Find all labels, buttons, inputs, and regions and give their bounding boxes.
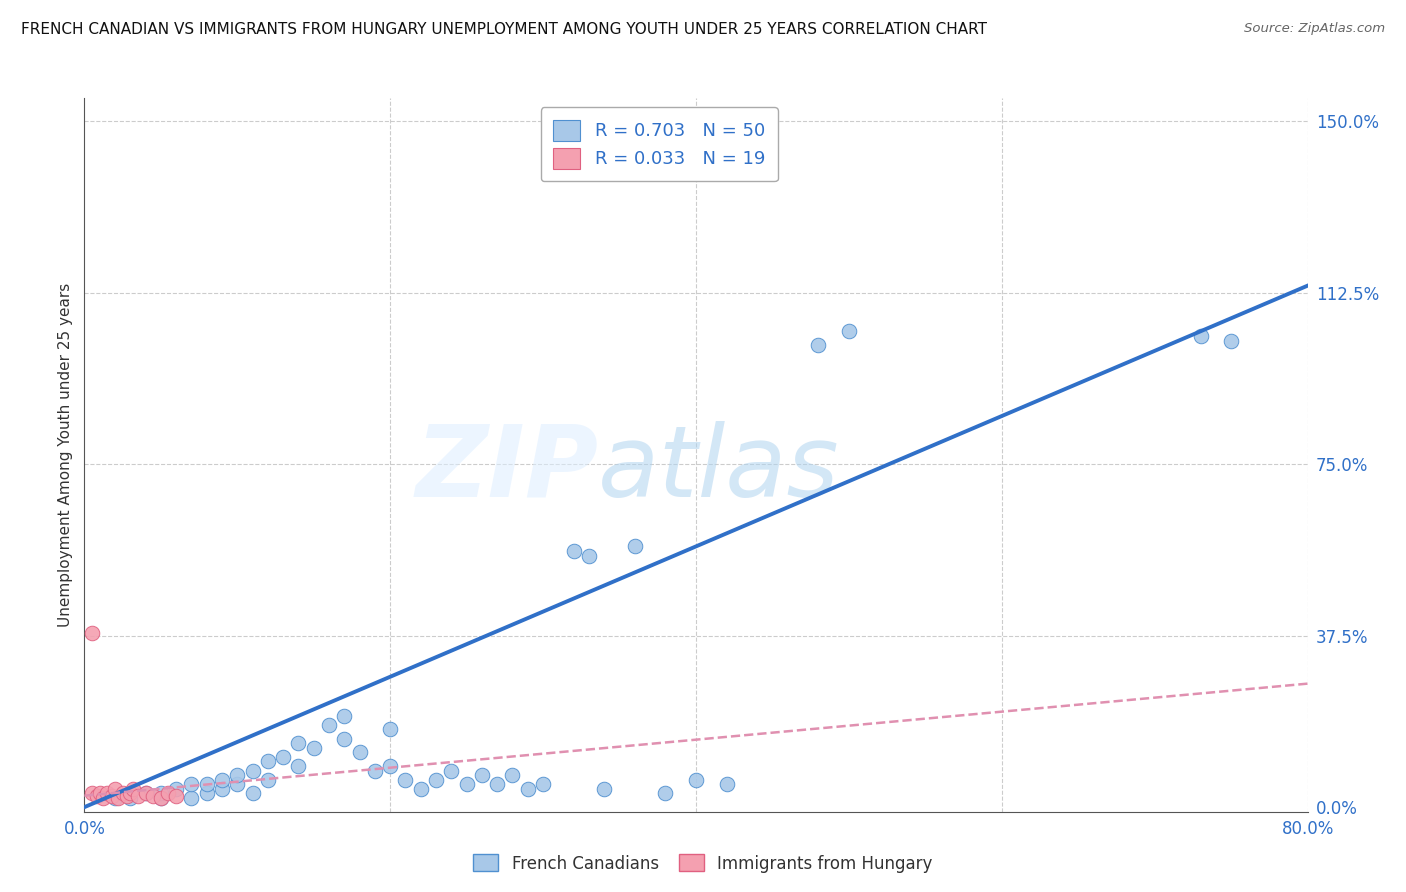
Point	[120, 791, 142, 805]
Point	[120, 786, 142, 800]
Point	[257, 772, 280, 787]
Point	[1220, 334, 1243, 348]
Point	[287, 736, 309, 750]
Point	[104, 781, 127, 796]
Point	[89, 786, 111, 800]
Point	[380, 723, 402, 737]
Point	[211, 772, 233, 787]
Point	[486, 777, 509, 791]
Point	[242, 764, 264, 778]
Point	[471, 768, 494, 782]
Point	[271, 749, 294, 764]
Point	[165, 781, 187, 796]
Point	[333, 708, 356, 723]
Point	[226, 768, 249, 782]
Text: FRENCH CANADIAN VS IMMIGRANTS FROM HUNGARY UNEMPLOYMENT AMONG YOUTH UNDER 25 YEA: FRENCH CANADIAN VS IMMIGRANTS FROM HUNGA…	[21, 22, 987, 37]
Text: atlas: atlas	[598, 421, 839, 517]
Point	[80, 626, 103, 640]
Point	[149, 791, 172, 805]
Point	[180, 777, 202, 791]
Point	[195, 777, 218, 791]
Point	[180, 791, 202, 805]
Point	[242, 786, 264, 800]
Point	[562, 544, 585, 558]
Point	[127, 789, 149, 803]
Point	[135, 786, 157, 800]
Point	[157, 786, 180, 800]
Point	[115, 789, 138, 803]
Point	[142, 789, 165, 803]
Point	[107, 791, 129, 805]
Point	[394, 772, 416, 787]
Point	[716, 777, 738, 791]
Point	[502, 768, 524, 782]
Point	[165, 789, 187, 803]
Point	[149, 791, 172, 805]
Point	[257, 755, 280, 769]
Point	[409, 781, 432, 796]
Point	[122, 781, 145, 796]
Point	[149, 786, 172, 800]
Point	[104, 791, 127, 805]
Point	[96, 786, 118, 800]
Point	[101, 789, 124, 803]
Point	[302, 740, 325, 755]
Point	[86, 789, 108, 803]
Point	[318, 718, 340, 732]
Point	[211, 781, 233, 796]
Text: Source: ZipAtlas.com: Source: ZipAtlas.com	[1244, 22, 1385, 36]
Point	[349, 745, 371, 759]
Point	[425, 772, 447, 787]
Y-axis label: Unemployment Among Youth under 25 years: Unemployment Among Youth under 25 years	[58, 283, 73, 627]
Legend: R = 0.703   N = 50, R = 0.033   N = 19: R = 0.703 N = 50, R = 0.033 N = 19	[541, 107, 778, 181]
Point	[654, 786, 676, 800]
Point	[91, 791, 114, 805]
Point	[838, 325, 860, 339]
Point	[287, 759, 309, 773]
Point	[380, 759, 402, 773]
Point	[578, 549, 600, 563]
Point	[195, 786, 218, 800]
Point	[364, 764, 387, 778]
Point	[1189, 329, 1212, 343]
Point	[135, 786, 157, 800]
Point	[685, 772, 707, 787]
Point	[333, 731, 356, 746]
Point	[80, 786, 103, 800]
Point	[516, 781, 538, 796]
Legend: French Canadians, Immigrants from Hungary: French Canadians, Immigrants from Hungar…	[467, 847, 939, 880]
Point	[226, 777, 249, 791]
Point	[440, 764, 463, 778]
Point	[807, 338, 830, 352]
Point	[624, 540, 647, 554]
Point	[111, 786, 134, 800]
Point	[456, 777, 478, 791]
Point	[593, 781, 616, 796]
Point	[531, 777, 554, 791]
Text: ZIP: ZIP	[415, 421, 598, 517]
